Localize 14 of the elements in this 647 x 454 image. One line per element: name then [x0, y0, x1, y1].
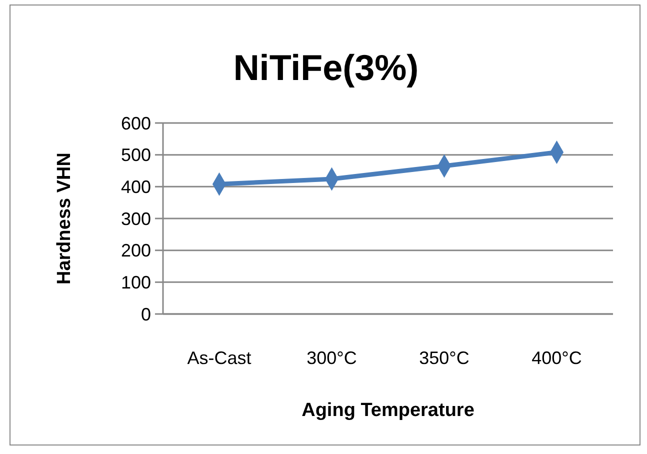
x-tick-label: 400°C: [532, 348, 582, 368]
y-tick-label: 500: [120, 145, 151, 166]
y-tick-label: 200: [120, 240, 151, 261]
y-axis-title: Hardness VHN: [54, 152, 75, 284]
y-tick-label: 600: [120, 113, 151, 134]
chart-title: NiTiFe(3%): [233, 47, 419, 88]
x-tick-label: 300°C: [306, 348, 357, 368]
y-tick-label: 300: [120, 208, 151, 229]
x-axis-title: Aging Temperature: [302, 400, 474, 421]
y-tick-label: 100: [120, 272, 151, 292]
y-tick-label: 0: [140, 304, 151, 324]
x-tick-label: As-Cast: [187, 348, 252, 368]
y-tick-label: 400: [120, 176, 151, 197]
x-tick-label: 350°C: [419, 348, 470, 368]
